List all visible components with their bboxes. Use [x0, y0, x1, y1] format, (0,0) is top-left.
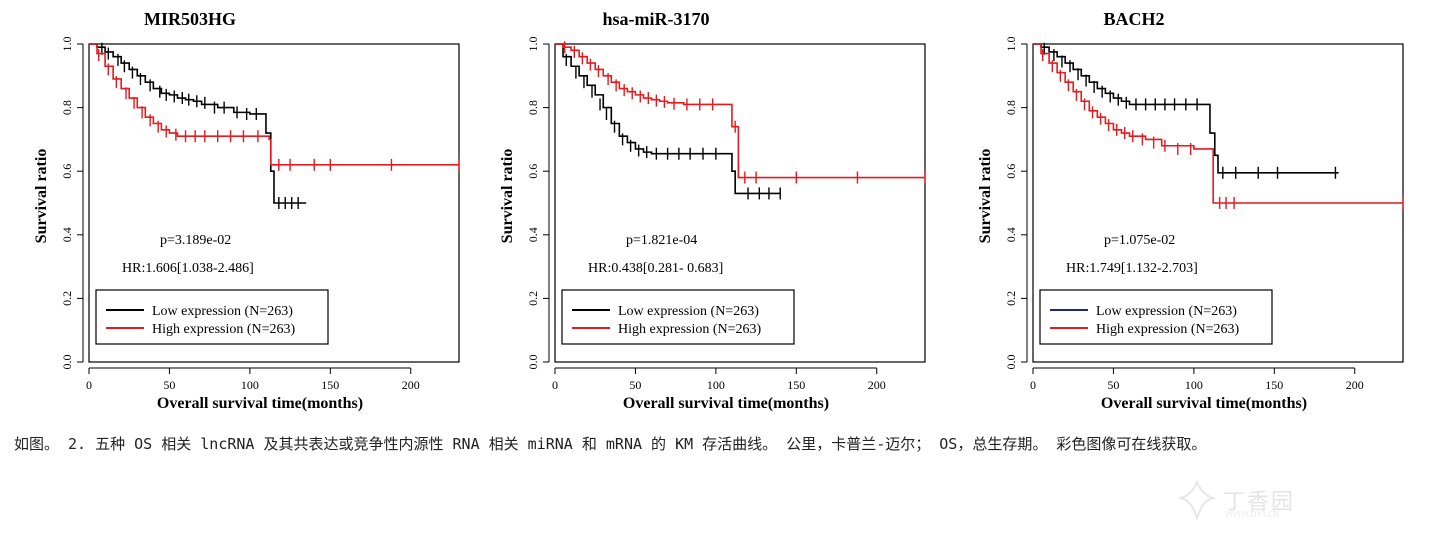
p-value-label: p=1.075e-02 [1104, 233, 1175, 248]
x-tick-label: 50 [629, 378, 641, 392]
x-tick-label: 200 [1346, 378, 1364, 392]
x-tick-label: 0 [86, 378, 92, 392]
y-tick-label: 0.4 [60, 227, 74, 242]
watermark-subtext: WWW.DXY.CN [1225, 510, 1280, 519]
x-axis-label: Overall survival time(months) [157, 395, 363, 412]
y-tick-label: 0.4 [1004, 227, 1018, 242]
y-axis-label: Survival ratio [33, 149, 50, 244]
x-tick-label: 200 [868, 378, 886, 392]
x-tick-label: 100 [1185, 378, 1203, 392]
watermark-text: 丁香园 [1223, 490, 1296, 515]
y-tick-label: 0.0 [60, 355, 74, 370]
y-tick-label: 0.2 [1004, 291, 1018, 306]
legend-box [561, 289, 795, 345]
chart-title: MIR503HG [144, 9, 236, 29]
x-tick-label: 0 [552, 378, 558, 392]
km-chart-3: BACH2 0.0 0.2 0.4 0.6 0.8 1.0 Survival ratio 0 50… [977, 9, 1404, 412]
chart-title: BACH2 [1103, 9, 1164, 29]
legend-box [95, 289, 329, 345]
y-tick-label: 0.8 [60, 100, 74, 115]
legend-label: High expression (N=263) [1096, 322, 1240, 337]
legend-label: Low expression (N=263) [618, 304, 759, 319]
p-value-label: p=3.189e-02 [160, 233, 231, 248]
hazard-ratio-label: HR:0.438[0.281- 0.683] [588, 261, 723, 276]
km-chart-2: hsa-miR-3170 0.0 0.2 0.4 0.6 0.8 1.0 Survival r… [499, 9, 926, 412]
legend-box [1039, 289, 1273, 345]
x-tick-label: 50 [1107, 378, 1119, 392]
y-tick-label: 0.0 [1004, 355, 1018, 370]
y-axis-label: Survival ratio [977, 149, 994, 244]
km-panel-1: MIR503HG 0.0 0.2 0.4 0.6 0.8 1.0 Survival ratio… [10, 0, 490, 420]
y-tick-label: 0.2 [526, 291, 540, 306]
y-axis-label: Survival ratio [499, 149, 516, 244]
km-curve-low [89, 43, 307, 204]
y-tick-label: 0.4 [526, 227, 540, 242]
y-tick-label: 0.6 [60, 164, 74, 179]
legend-label: Low expression (N=263) [1096, 304, 1237, 319]
hazard-ratio-label: HR:1.606[1.038-2.486] [122, 261, 254, 276]
y-tick-label: 0.8 [526, 100, 540, 115]
km-curve-high [1033, 43, 1403, 204]
y-tick-label: 0.8 [1004, 100, 1018, 115]
x-tick-label: 150 [1265, 378, 1283, 392]
x-tick-label: 0 [1030, 378, 1036, 392]
x-tick-label: 100 [707, 378, 725, 392]
km-panel-3: BACH2 0.0 0.2 0.4 0.6 0.8 1.0 Survival ratio 0 50… [954, 0, 1434, 420]
p-value-label: p=1.821e-04 [626, 233, 697, 248]
figure-caption: 如图。 2. 五种 OS 相关 lncRNA 及其共表达或竞争性内源性 RNA … [14, 435, 1207, 453]
x-tick-label: 150 [787, 378, 805, 392]
y-tick-label: 1.0 [526, 37, 540, 52]
y-tick-label: 0.0 [526, 355, 540, 370]
km-curve-low [1033, 43, 1339, 174]
legend-label: Low expression (N=263) [152, 304, 293, 319]
km-chart-1: MIR503HG 0.0 0.2 0.4 0.6 0.8 1.0 Survival ratio… [33, 9, 460, 412]
hazard-ratio-label: HR:1.749[1.132-2.703] [1066, 261, 1198, 276]
plot-frame [88, 43, 460, 363]
y-tick-label: 0.6 [1004, 164, 1018, 179]
dxy-logo-icon [1177, 479, 1217, 522]
legend-label: High expression (N=263) [152, 322, 296, 337]
plot-frame [554, 43, 926, 363]
y-tick-label: 1.0 [60, 37, 74, 52]
x-tick-label: 200 [402, 378, 420, 392]
legend-label: High expression (N=263) [618, 322, 762, 337]
km-panel-2: hsa-miR-3170 0.0 0.2 0.4 0.6 0.8 1.0 Survival r… [476, 0, 956, 420]
x-tick-label: 100 [241, 378, 259, 392]
y-tick-label: 0.2 [60, 291, 74, 306]
km-curve-high [555, 43, 925, 179]
y-tick-label: 0.6 [526, 164, 540, 179]
x-axis-label: Overall survival time(months) [623, 395, 829, 412]
km-curve-low [555, 43, 781, 195]
chart-title: hsa-miR-3170 [603, 9, 710, 29]
dxy-watermark: 丁香园 WWW.DXY.CN [1175, 478, 1325, 528]
x-tick-label: 50 [163, 378, 175, 392]
km-curve-high [89, 43, 459, 166]
x-tick-label: 150 [321, 378, 339, 392]
y-tick-label: 1.0 [1004, 37, 1018, 52]
x-axis-label: Overall survival time(months) [1101, 395, 1307, 412]
